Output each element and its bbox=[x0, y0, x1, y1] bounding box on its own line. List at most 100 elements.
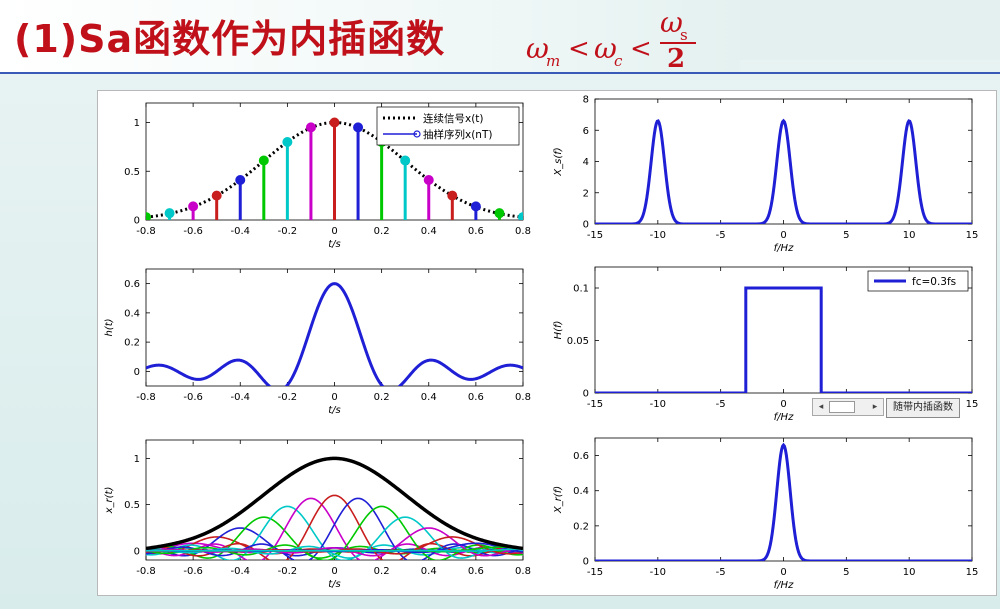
title-underline bbox=[0, 72, 1000, 74]
x-tick-label: -5 bbox=[716, 399, 726, 410]
x-tick-label: 5 bbox=[843, 567, 849, 578]
x-tick-label: -0.4 bbox=[230, 226, 250, 237]
title-banner-right bbox=[740, 0, 1000, 60]
y-axis-label: h(t) bbox=[104, 318, 115, 336]
legend-box bbox=[376, 106, 520, 146]
x-tick-label: 0.4 bbox=[421, 226, 437, 237]
x-tick-label: 0.8 bbox=[515, 392, 531, 403]
x-tick-label: 0 bbox=[780, 399, 786, 410]
sample-marker bbox=[447, 190, 458, 201]
formula-lt-1: < bbox=[568, 34, 590, 64]
scroll-right-arrow[interactable]: ▸ bbox=[872, 402, 878, 412]
sample-marker bbox=[235, 175, 246, 186]
x-tick-label: 0.2 bbox=[374, 392, 390, 403]
x-tick-label: -0.6 bbox=[183, 392, 203, 403]
x-tick-label: 0.4 bbox=[421, 392, 437, 403]
sample-marker bbox=[400, 155, 411, 166]
sample-marker bbox=[211, 190, 222, 201]
x-tick-label: -10 bbox=[650, 230, 666, 241]
parameter-scrollbar[interactable]: ◂ ▸ bbox=[812, 398, 884, 416]
y-tick-label: 1 bbox=[134, 118, 140, 129]
y-tick-label: 0.05 bbox=[567, 336, 589, 347]
title-banner bbox=[0, 0, 740, 72]
y-tick-label: 2 bbox=[583, 188, 589, 199]
x-tick-label: 0 bbox=[331, 566, 337, 577]
y-tick-label: 0.5 bbox=[124, 167, 140, 178]
formula-condition: ω m < ω c < ω s 2 bbox=[526, 6, 706, 74]
chart-reconstructed-spectrum: -15 -10 -5 0 5 10 15 0 0.2 0.4 0.6 f/Hz X_r(f) bbox=[553, 437, 979, 591]
chart-sampled-spectrum: -15 -10 -5 0 5 10 15 0 2 4 6 8 f/Hz X_s(f) bbox=[553, 95, 978, 255]
x-tick-label: -0.4 bbox=[230, 392, 250, 403]
legend-entry-label: 连续信号x(t) bbox=[423, 112, 484, 125]
sample-marker bbox=[258, 155, 269, 166]
x-tick-label: -0.2 bbox=[278, 226, 298, 237]
x-tick-label: 5 bbox=[843, 230, 849, 241]
x-tick-label: 0.8 bbox=[515, 226, 531, 237]
sample-marker bbox=[423, 175, 434, 186]
x-tick-label: 0.8 bbox=[515, 566, 531, 577]
y-tick-label: 6 bbox=[583, 126, 589, 137]
plot-area bbox=[146, 117, 523, 220]
x-axis-label: f/Hz bbox=[774, 243, 794, 254]
y-axis-label: X_s(f) bbox=[553, 147, 564, 176]
y-axis-label: H(f) bbox=[553, 321, 564, 340]
formula-sub-s: s bbox=[680, 26, 688, 44]
x-tick-label: 0.4 bbox=[421, 566, 437, 577]
sample-marker bbox=[494, 208, 505, 219]
x-tick-label: 0 bbox=[331, 392, 337, 403]
y-tick-label: 0 bbox=[583, 389, 589, 400]
sample-marker bbox=[164, 208, 175, 219]
x-tick-label: -15 bbox=[587, 230, 603, 241]
interpolation-component-line bbox=[146, 548, 523, 552]
x-tick-label: 0 bbox=[780, 567, 786, 578]
x-tick-label: -10 bbox=[650, 567, 666, 578]
x-tick-label: 0.6 bbox=[468, 566, 484, 577]
y-tick-label: 0.6 bbox=[124, 279, 140, 290]
chart-sampled-signal: -0.8 -0.6 -0.4 -0.2 0 0.2 0.4 0.6 0.8 0 0.5 1 t/s 连续信… bbox=[124, 102, 531, 250]
x-tick-label: -15 bbox=[587, 399, 603, 410]
plot-area bbox=[146, 456, 523, 560]
y-tick-label: 0 bbox=[583, 557, 589, 568]
reconstructed-spectrum-line bbox=[595, 442, 972, 561]
sample-marker bbox=[146, 212, 151, 220]
interpolation-filter-button[interactable]: 随带内插函数 bbox=[886, 398, 960, 418]
scroll-left-arrow[interactable]: ◂ bbox=[818, 402, 824, 412]
formula-omega-c: ω bbox=[594, 32, 617, 65]
formula-two: 2 bbox=[667, 44, 686, 74]
sampled-spectrum-line bbox=[595, 118, 972, 224]
x-tick-label: 0 bbox=[331, 226, 337, 237]
x-tick-label: -10 bbox=[650, 399, 666, 410]
slide-title: (1)Sa函数作为内插函数 bbox=[14, 17, 446, 61]
x-tick-label: -0.4 bbox=[230, 566, 250, 577]
x-tick-label: 10 bbox=[903, 567, 916, 578]
y-tick-label: 0 bbox=[583, 220, 589, 231]
y-tick-label: 8 bbox=[583, 95, 589, 106]
x-tick-label: 0.2 bbox=[374, 566, 390, 577]
legend-marker bbox=[413, 130, 421, 138]
sample-marker bbox=[353, 122, 364, 133]
x-tick-label: 0 bbox=[780, 230, 786, 241]
sample-marker bbox=[518, 212, 523, 220]
y-tick-label: 0 bbox=[134, 367, 140, 378]
figure-canvas: -0.8 -0.6 -0.4 -0.2 0 0.2 0.4 0.6 0.8 0 0.5 1 t/s 连续信… bbox=[104, 95, 979, 592]
x-axis-label: f/Hz bbox=[774, 412, 794, 423]
y-tick-label: 4 bbox=[583, 157, 589, 168]
chart-impulse-response: -0.8 -0.6 -0.4 -0.2 0 0.2 0.4 0.6 0.8 0 0.2 0.4 0.6 t… bbox=[104, 268, 531, 416]
x-axis-label: f/Hz bbox=[774, 580, 794, 591]
plot-area bbox=[146, 282, 523, 386]
x-tick-label: -0.6 bbox=[183, 566, 203, 577]
y-axis-label: X_r(f) bbox=[553, 486, 564, 514]
chart-legend: fc=0.3fs bbox=[867, 270, 969, 292]
figure-window: -0.8 -0.6 -0.4 -0.2 0 0.2 0.4 0.6 0.8 0 0.5 1 t/s 连续信… bbox=[97, 90, 997, 596]
y-tick-label: 1 bbox=[134, 454, 140, 465]
reconstructed-signal-line bbox=[146, 456, 523, 551]
x-tick-label: 15 bbox=[966, 567, 979, 578]
sample-marker bbox=[305, 122, 316, 133]
scroll-thumb[interactable] bbox=[829, 401, 855, 413]
y-tick-label: 0.2 bbox=[573, 521, 589, 532]
sample-marker bbox=[188, 201, 199, 212]
x-tick-label: 15 bbox=[966, 399, 979, 410]
x-tick-label: -0.2 bbox=[278, 566, 298, 577]
y-tick-label: 0.5 bbox=[124, 500, 140, 511]
